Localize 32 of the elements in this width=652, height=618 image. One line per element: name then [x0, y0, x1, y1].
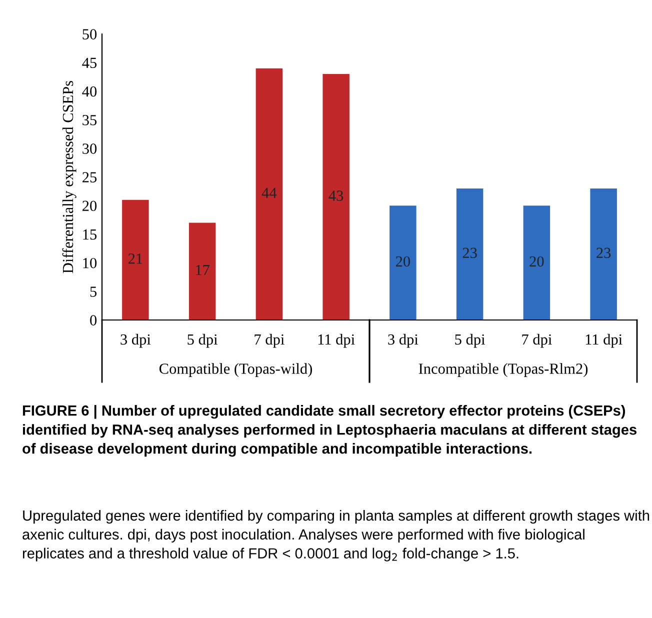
y-tick-label: 30: [82, 144, 97, 154]
x-tick-label: 7 dpi: [522, 334, 552, 348]
x-tick-label: 11 dpi: [318, 334, 355, 348]
y-tick-label: 0: [90, 315, 97, 326]
y-tick-label: 5: [90, 286, 97, 297]
x-tick-label: 5 dpi: [455, 334, 486, 348]
x-tick-label: 3 dpi: [388, 334, 418, 348]
y-tick-label: 15: [83, 229, 97, 240]
caption: FIGURE 6 | Number of upregulated candidate small secretory effector proteins (CSEPs) identified by RNA-seq analyses performed in Leptosphaeria maculans at different stages of disease development during compatible and incompatible interactions.: [22, 405, 636, 457]
text: Incompatible (Topas-Rlm2): [418, 363, 588, 377]
x-tick-label: 3 dpi: [120, 334, 151, 348]
text: Upregulated genes were identified by comparing in planta samples at different growth stages with axenic cultures. dpi, days post inoculation. Analyses were performed with five biological replicates and a threshold value of FDR < 0.0001 and log$_{2}$ fold-change > 1.5.: [22, 510, 650, 562]
y-tick-label: 25: [82, 172, 97, 182]
y-tick-label: 40: [82, 86, 97, 97]
y-tick-label: 50: [82, 29, 97, 40]
y-tick-label: 10: [83, 258, 97, 268]
y-axis-title: Differentially expressed CSEPs: [62, 80, 76, 274]
data-label: 20: [530, 256, 544, 267]
x-tick-label: 11 dpi: [586, 334, 622, 348]
text: Compatible (Topas-wild): [159, 363, 312, 377]
data-label: 23: [596, 248, 611, 258]
y-tick-label: 35: [82, 114, 97, 126]
y-tick-label: 20: [82, 200, 97, 212]
data-label: 43: [328, 190, 344, 201]
data-label: 20: [396, 256, 410, 267]
data-label: 44: [262, 188, 277, 198]
data-label: 17: [196, 264, 210, 276]
y-tick-label: 45: [82, 58, 97, 68]
x-tick-label: 7 dpi: [254, 334, 284, 348]
data-label: 21: [128, 253, 142, 264]
data-label: 23: [462, 248, 477, 258]
x-tick-label: 5 dpi: [188, 334, 218, 348]
